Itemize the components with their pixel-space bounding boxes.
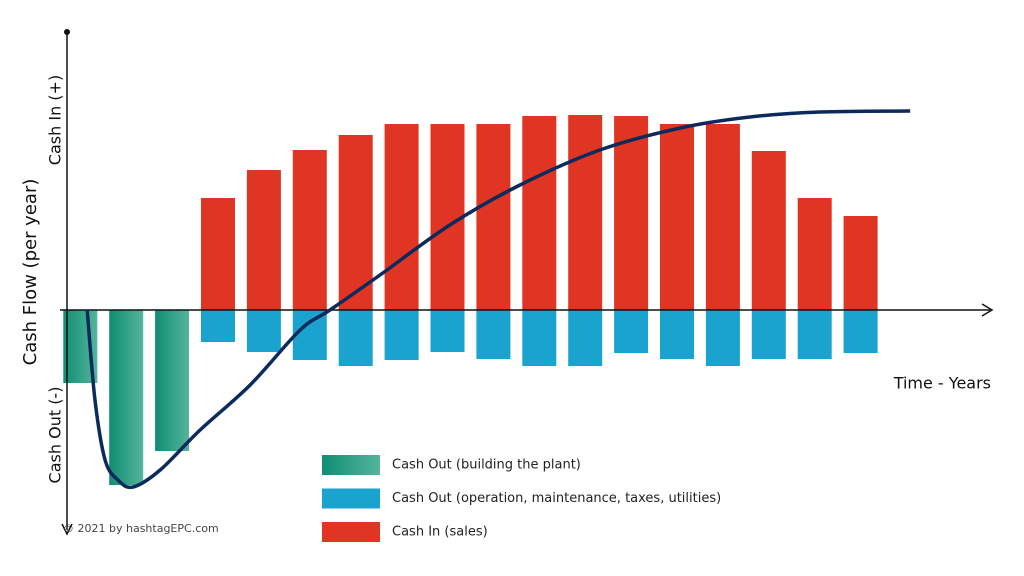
bar [338,310,373,366]
y-label-top: Cash In (+) [46,75,65,165]
bar [292,150,327,310]
bar [109,310,144,485]
bar [568,115,603,310]
y-axis-cap [64,29,70,35]
bar [476,310,511,359]
bar [660,310,694,359]
bar [705,124,740,310]
bar [660,124,694,310]
bar [384,310,419,360]
bar [246,310,281,352]
x-label: Time - Years [893,374,991,393]
bar [614,116,649,310]
y-label-bottom: Cash Out (-) [46,387,65,484]
bar [522,116,557,310]
bar [797,198,832,310]
bar [155,310,190,451]
legend-label: Cash Out (operation, maintenance, taxes,… [392,491,721,506]
bar [843,310,878,353]
bar [751,151,786,310]
legend-swatch [322,455,380,475]
bar [797,310,832,359]
legend-label: Cash In (sales) [392,525,488,540]
bar [751,310,786,359]
bar [338,135,373,310]
bar [384,124,419,310]
y-label: Cash Flow (per year) [20,179,41,366]
bar [614,310,649,353]
bar [430,124,465,310]
legend-swatch [322,522,380,542]
bar [476,124,511,310]
bar [568,310,603,366]
bar [430,310,465,352]
y-axis-arrow [61,523,73,536]
legend-swatch [322,488,380,509]
bar [522,310,557,366]
cumulative-curve [85,109,911,490]
bar [201,198,235,310]
bar [201,310,235,342]
bar [705,310,740,366]
x-axis-arrow [981,303,994,317]
bar [246,170,281,310]
credit: © 2021 by hashtagEPC.com [63,522,219,535]
bar [843,216,878,310]
bars [63,115,878,485]
bar [292,310,327,360]
legend-label: Cash Out (building the plant) [392,458,581,473]
